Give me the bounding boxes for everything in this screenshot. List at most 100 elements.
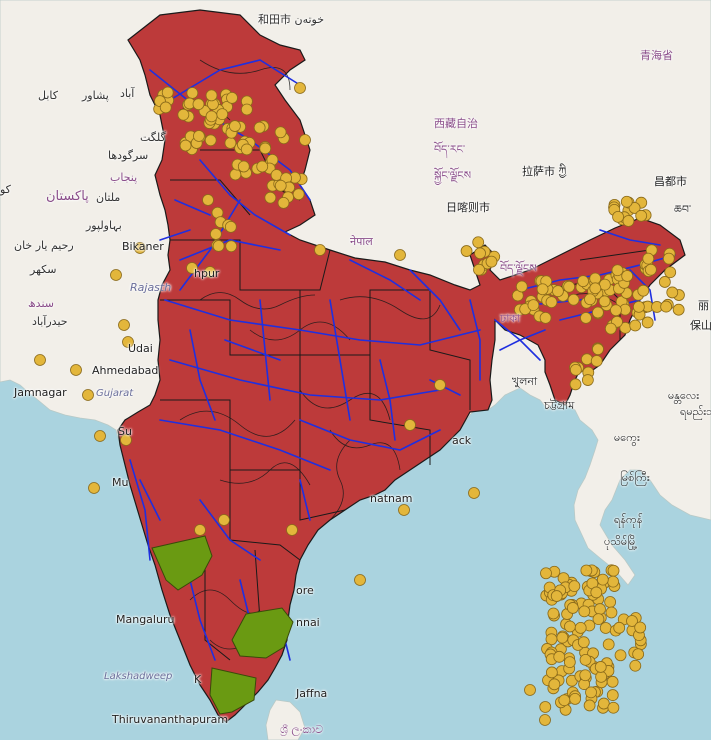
event-point — [292, 188, 305, 201]
event-point — [590, 355, 603, 367]
event-point — [256, 160, 269, 173]
event-point — [545, 666, 558, 679]
label-rahim-yar-khan: رحیم یار خان — [14, 239, 74, 252]
event-point — [460, 245, 473, 257]
event-point — [398, 504, 410, 516]
event-point — [621, 270, 634, 282]
event-point — [580, 564, 593, 577]
event-point — [472, 236, 485, 249]
label-qamdo: 昌都市 — [654, 175, 687, 188]
label-gilgit: گلگت — [140, 131, 166, 144]
event-point — [634, 621, 647, 634]
event-point — [237, 160, 250, 173]
event-point — [259, 142, 272, 155]
event-point — [202, 194, 214, 206]
event-point — [70, 364, 82, 376]
event-point — [212, 240, 225, 252]
label-hyderabad-pk: حیدرآباد — [32, 315, 68, 328]
event-point — [474, 247, 486, 260]
event-point — [558, 694, 571, 707]
label-chattogram: চট্টগ্রাম — [544, 399, 575, 412]
event-point — [177, 108, 190, 121]
event-point — [253, 121, 266, 134]
event-point — [548, 678, 561, 691]
event-point — [583, 699, 596, 712]
event-point — [635, 209, 648, 222]
event-point — [527, 299, 540, 312]
event-points — [34, 82, 685, 726]
event-point — [264, 191, 277, 204]
label-surat: Su — [118, 425, 132, 438]
event-point — [672, 303, 685, 316]
event-point — [229, 120, 241, 132]
event-point — [229, 168, 242, 181]
event-point — [539, 714, 551, 726]
event-point — [589, 272, 602, 285]
label-kabul: كابل — [38, 89, 58, 102]
event-point — [577, 636, 590, 649]
event-point — [224, 137, 237, 149]
event-point — [545, 296, 558, 309]
label-bikaner: Bikaner — [122, 240, 164, 253]
event-point — [473, 263, 485, 276]
event-point — [547, 607, 560, 620]
event-point — [599, 622, 612, 634]
label-sukkur: سکھر — [30, 263, 57, 276]
event-point — [553, 650, 566, 663]
event-point — [540, 567, 552, 580]
event-point — [204, 266, 216, 278]
event-point — [666, 286, 679, 299]
event-point — [299, 134, 311, 146]
event-point — [205, 89, 218, 102]
label-magway: မကွေး — [614, 431, 640, 444]
label-jodhpur: hpur — [194, 267, 220, 280]
label-baoshan: 保山 — [690, 319, 711, 332]
event-point — [468, 487, 480, 499]
highlight-zones — [151, 535, 294, 715]
label-tibet: 西藏自治 — [434, 117, 478, 130]
label-yangon: ရန်ကုန် — [614, 513, 643, 526]
event-point — [552, 285, 564, 298]
event-point — [568, 580, 581, 592]
label-qinghai: 青海省 — [640, 49, 673, 62]
event-point — [596, 573, 609, 586]
label-tibet-script2: སྐྱོང་ལྗོངས — [434, 169, 472, 182]
event-point — [660, 300, 673, 313]
event-point — [579, 653, 592, 666]
event-point — [524, 684, 536, 696]
event-point — [274, 126, 287, 139]
zone-karnataka — [151, 535, 213, 591]
event-point — [186, 262, 198, 274]
label-sargodha: سرگودھا — [108, 149, 149, 162]
event-point — [569, 692, 581, 705]
label-thiruvananthapuram: Thiruvananthapuram — [112, 713, 229, 726]
label-jaffna: Jaffna — [296, 687, 328, 700]
event-point — [34, 354, 46, 366]
event-point — [590, 586, 603, 599]
event-point — [626, 615, 638, 627]
event-point — [110, 269, 122, 281]
label-yamethin: ရမည်းသင်း — [680, 405, 711, 418]
event-point — [611, 264, 624, 277]
event-point — [614, 649, 627, 662]
label-hotan: 和田市 خوتەن — [258, 13, 325, 26]
event-point — [584, 293, 596, 306]
event-point — [539, 311, 552, 324]
label-chennai: nnai — [296, 616, 320, 629]
event-point — [225, 240, 238, 253]
label-lhasa: 拉萨市 ཀྱི — [522, 165, 567, 178]
label-mangaluru: Mangaluru — [116, 613, 175, 626]
event-point — [118, 319, 130, 331]
event-point — [434, 379, 446, 391]
label-gujarat: Gujarat — [96, 388, 134, 399]
label-nepal: नेपाल — [350, 235, 373, 248]
label-lakshadweep: Lakshadweep — [104, 671, 173, 682]
event-point — [592, 613, 605, 626]
event-point — [394, 249, 406, 261]
event-point — [581, 374, 594, 386]
event-point — [574, 621, 587, 634]
event-point — [592, 343, 604, 356]
event-point — [205, 110, 218, 123]
